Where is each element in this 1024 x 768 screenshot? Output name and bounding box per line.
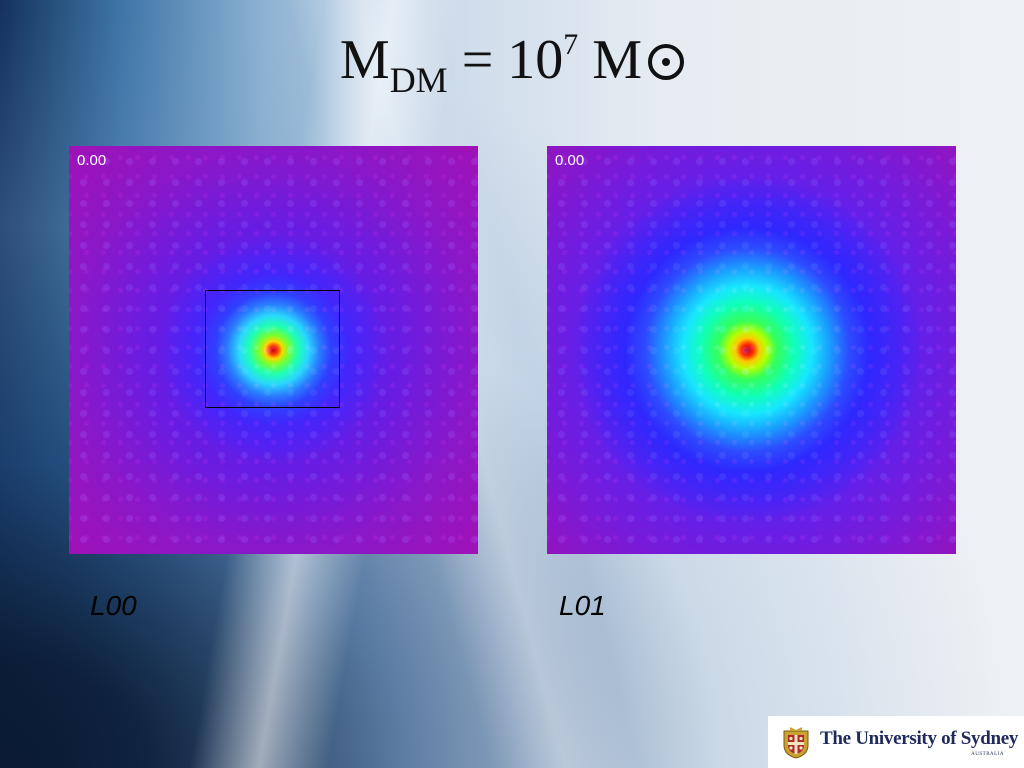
- zoom-region-box: [205, 290, 340, 408]
- density-noise: [547, 146, 956, 554]
- density-noise: [69, 146, 478, 554]
- timestamp-label: 0.00: [555, 152, 585, 169]
- title-equals: = 10: [447, 29, 564, 91]
- density-map-l01: 0.00: [547, 146, 956, 554]
- density-map-l00: 0.00: [69, 146, 478, 554]
- slide-title: MDM = 107 M: [0, 30, 1024, 98]
- timestamp-label: 0.00: [77, 152, 107, 169]
- sun-symbol-icon: [648, 44, 685, 80]
- title-main: M: [339, 29, 390, 91]
- panel-label-l00: L00: [90, 590, 137, 621]
- title-subscript: DM: [389, 60, 448, 100]
- logo-subtext: AUSTRALIA: [971, 752, 1004, 757]
- panel-label-l01: L01: [559, 590, 606, 621]
- university-logo: The University of Sydney AUSTRALIA: [768, 716, 1024, 768]
- title-superscript: 7: [563, 28, 579, 61]
- university-crest-icon: [783, 727, 809, 759]
- title-unit: M: [578, 29, 643, 91]
- logo-text: The University of Sydney: [820, 728, 1019, 749]
